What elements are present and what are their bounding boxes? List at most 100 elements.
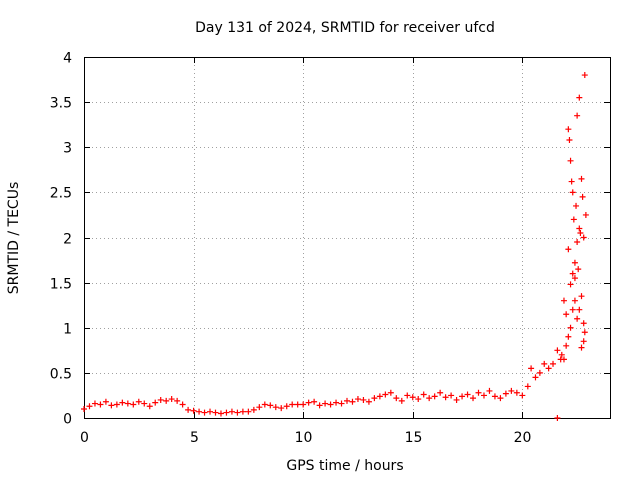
y-tick-label: 3.5 bbox=[50, 96, 72, 112]
data-point bbox=[354, 396, 361, 403]
data-point bbox=[576, 306, 583, 313]
data-point bbox=[376, 393, 383, 400]
data-point bbox=[185, 406, 192, 413]
data-point bbox=[365, 398, 372, 405]
data-point bbox=[576, 94, 583, 101]
x-tick-label: 0 bbox=[80, 430, 89, 446]
data-point bbox=[582, 211, 589, 218]
data-point bbox=[574, 315, 581, 322]
data-point bbox=[333, 399, 340, 406]
data-point bbox=[573, 202, 580, 209]
data-point bbox=[557, 356, 564, 363]
data-point bbox=[267, 402, 274, 409]
data-point bbox=[97, 401, 104, 408]
axis-ticks bbox=[84, 57, 610, 419]
data-point bbox=[344, 397, 350, 404]
data-point bbox=[250, 406, 257, 413]
data-point bbox=[566, 137, 573, 144]
data-point bbox=[393, 395, 400, 402]
data-point bbox=[581, 72, 588, 79]
data-point bbox=[91, 400, 98, 407]
data-point bbox=[234, 409, 241, 416]
data-point bbox=[146, 403, 153, 410]
data-point bbox=[570, 216, 577, 223]
data-point bbox=[190, 407, 197, 414]
data-point bbox=[207, 408, 214, 415]
data-point bbox=[327, 401, 334, 408]
data-point bbox=[470, 395, 477, 402]
data-point bbox=[565, 126, 572, 133]
y-axis-label: SRMTID / TECUs bbox=[6, 182, 22, 295]
data-point bbox=[261, 401, 268, 408]
data-point bbox=[398, 397, 405, 404]
data-point bbox=[578, 344, 585, 351]
data-point bbox=[563, 342, 570, 349]
data-point bbox=[86, 403, 93, 410]
data-point bbox=[569, 189, 576, 196]
data-point bbox=[415, 396, 422, 403]
data-point bbox=[565, 246, 572, 253]
data-point bbox=[130, 401, 137, 408]
data-point bbox=[278, 405, 285, 412]
data-point bbox=[113, 401, 120, 408]
data-point bbox=[554, 347, 561, 354]
y-tick-label: 4 bbox=[63, 51, 72, 67]
data-point bbox=[579, 193, 586, 200]
data-point bbox=[581, 329, 588, 336]
data-point bbox=[349, 398, 356, 405]
data-point bbox=[513, 389, 520, 396]
data-point bbox=[437, 389, 444, 396]
data-point bbox=[223, 409, 230, 416]
data-point bbox=[371, 395, 378, 402]
data-point bbox=[201, 409, 208, 416]
x-tick-label: 15 bbox=[405, 430, 423, 446]
data-point bbox=[459, 393, 466, 400]
data-point bbox=[431, 393, 438, 400]
y-tick-label: 1.5 bbox=[50, 277, 72, 293]
data-point bbox=[567, 157, 574, 164]
data-point bbox=[580, 338, 587, 345]
y-tick-label: 0.5 bbox=[50, 367, 72, 383]
data-point bbox=[575, 266, 582, 273]
y-tick-label: 0 bbox=[63, 412, 72, 428]
y-tick-labels: 0 0.5 1 1.5 2 2.5 3 3.5 4 bbox=[50, 51, 72, 428]
data-point bbox=[558, 351, 565, 358]
data-point bbox=[580, 234, 587, 241]
data-point bbox=[316, 402, 323, 409]
data-point bbox=[119, 399, 126, 406]
x-tick-labels: 0 5 10 15 20 bbox=[80, 430, 531, 446]
data-point bbox=[497, 395, 504, 402]
data-point bbox=[228, 408, 235, 415]
y-tick-label: 3 bbox=[63, 141, 72, 157]
data-point bbox=[448, 392, 455, 399]
data-point bbox=[108, 402, 115, 409]
plot-frame bbox=[84, 57, 611, 419]
data-point bbox=[550, 360, 557, 367]
chart-title: Day 131 of 2024, SRMTID for receiver ufc… bbox=[195, 20, 495, 36]
data-point bbox=[256, 404, 263, 411]
data-point bbox=[174, 397, 181, 404]
data-point bbox=[578, 175, 585, 182]
y-tick-label: 1 bbox=[63, 322, 72, 338]
data-point bbox=[519, 392, 526, 399]
x-tick-label: 10 bbox=[295, 430, 313, 446]
data-point bbox=[569, 270, 576, 277]
y-tick-label: 2.5 bbox=[50, 186, 72, 202]
data-point bbox=[545, 365, 552, 372]
data-point bbox=[565, 333, 572, 340]
data-point bbox=[305, 399, 312, 406]
data-point bbox=[491, 393, 498, 400]
data-point bbox=[574, 239, 581, 246]
data-point bbox=[294, 401, 301, 408]
data-point bbox=[563, 311, 570, 318]
data-point bbox=[135, 398, 142, 405]
data-point bbox=[420, 391, 427, 398]
data-point bbox=[528, 365, 535, 372]
data-point bbox=[404, 392, 411, 399]
data-point bbox=[387, 389, 394, 396]
data-point bbox=[322, 400, 329, 407]
data-point bbox=[81, 405, 87, 412]
x-tick-label: 20 bbox=[514, 430, 532, 446]
data-point bbox=[536, 369, 543, 376]
data-point bbox=[239, 408, 246, 415]
